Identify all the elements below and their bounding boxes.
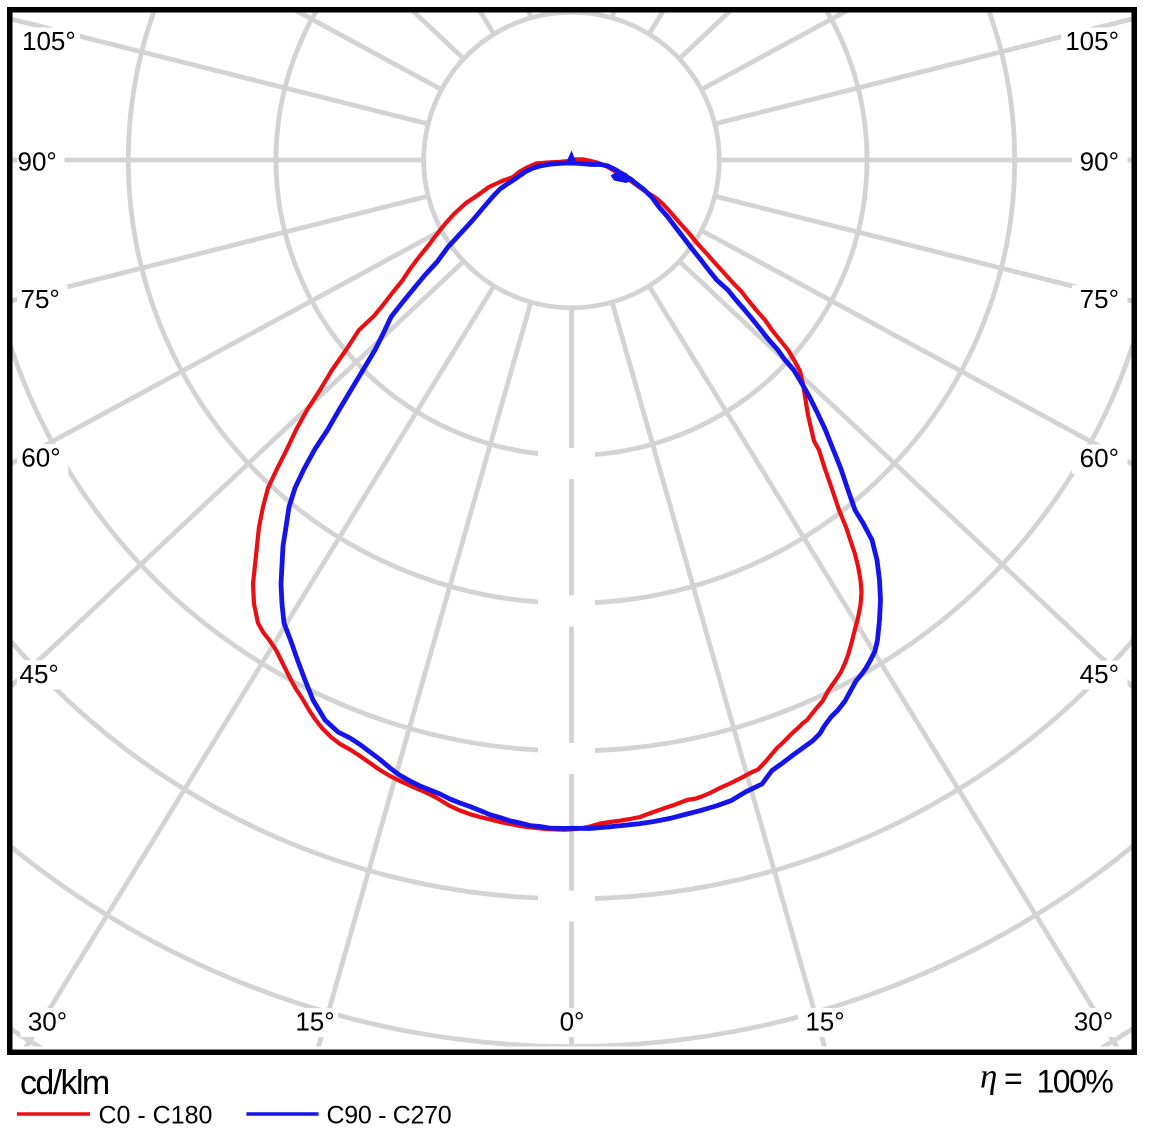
svg-text:75°: 75° — [1080, 284, 1119, 314]
svg-text:75°: 75° — [21, 284, 60, 314]
svg-text:90°: 90° — [1080, 147, 1119, 177]
svg-text:90°: 90° — [18, 147, 57, 177]
svg-text:C90 - C270: C90 - C270 — [327, 1102, 452, 1130]
svg-text:cd/klm: cd/klm — [20, 1064, 109, 1102]
svg-text:45°: 45° — [20, 659, 59, 689]
svg-text:15°: 15° — [805, 1007, 844, 1037]
svg-text:105°: 105° — [1065, 26, 1119, 56]
svg-text:C0 - C180: C0 - C180 — [99, 1102, 213, 1130]
svg-text:45°: 45° — [1080, 659, 1119, 689]
svg-text:0°: 0° — [560, 1007, 585, 1037]
svg-text:60°: 60° — [1080, 443, 1119, 473]
svg-text:100%: 100% — [1037, 1064, 1114, 1100]
svg-text:30°: 30° — [1074, 1007, 1113, 1037]
svg-text:60°: 60° — [21, 443, 60, 473]
svg-text:=: = — [1004, 1061, 1023, 1097]
svg-text:15°: 15° — [295, 1007, 334, 1037]
svg-text:η: η — [980, 1057, 997, 1096]
svg-text:30°: 30° — [28, 1007, 67, 1037]
svg-text:105°: 105° — [22, 26, 76, 56]
